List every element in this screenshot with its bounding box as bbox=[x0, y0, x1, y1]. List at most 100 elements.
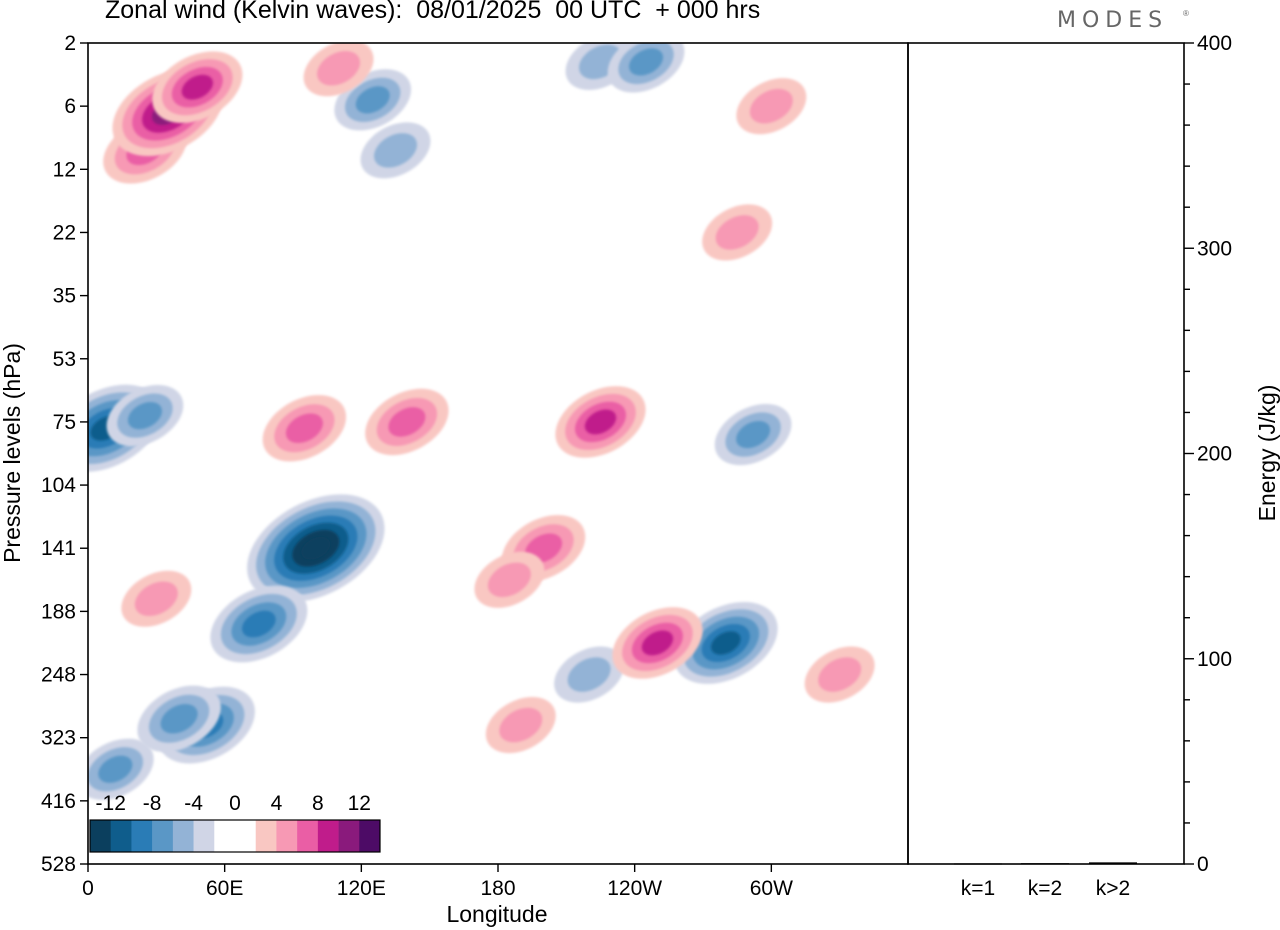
contour-band bbox=[584, 409, 617, 435]
energy-bar bbox=[1089, 862, 1137, 864]
colorbar-swatch bbox=[297, 820, 319, 852]
colorbar-swatch bbox=[317, 820, 339, 852]
contour-band bbox=[715, 215, 759, 250]
y-tick-label: 188 bbox=[41, 600, 76, 623]
colorbar-swatch bbox=[359, 820, 381, 852]
energy-axis: 0 100 200 300 400 bbox=[1184, 32, 1232, 876]
energy-category-label: k=1 bbox=[961, 877, 995, 900]
contour-band bbox=[567, 657, 611, 692]
contour-band bbox=[98, 755, 133, 783]
contour-band bbox=[355, 86, 390, 114]
contour-cell bbox=[152, 51, 243, 124]
x-tick-label: 120E bbox=[337, 877, 386, 900]
y-tick-label: 12 bbox=[53, 158, 76, 181]
x-axis-label: Longitude bbox=[446, 901, 547, 927]
energy-category-label: k>2 bbox=[1096, 877, 1130, 900]
colorbar-frame bbox=[89, 819, 381, 853]
colorbar-swatch bbox=[214, 820, 236, 852]
contour-band bbox=[749, 88, 793, 124]
pressure-axis: 2 6 12 22 35 53 75 104 141 188 248 323 416 528 bbox=[41, 32, 88, 876]
energy-bar bbox=[1021, 863, 1069, 865]
colorbar-label: -12 bbox=[96, 792, 126, 815]
contour-band bbox=[710, 631, 741, 655]
contour-band bbox=[629, 48, 664, 76]
colorbar-swatch bbox=[152, 820, 174, 852]
longitude-axis: 0 60E 120E 180 120W 60W bbox=[82, 864, 793, 900]
contour-band bbox=[241, 610, 276, 638]
colorbar-swatch bbox=[193, 820, 215, 852]
contour-band bbox=[181, 74, 214, 100]
contour-cell bbox=[303, 43, 374, 97]
energy-frame bbox=[907, 42, 1185, 865]
contour-cell bbox=[474, 551, 545, 608]
energy-bars: k=1 k=2 k>2 bbox=[954, 862, 1137, 900]
contour-cell bbox=[262, 395, 347, 462]
contour-band bbox=[487, 562, 531, 598]
y-tick-label: 323 bbox=[41, 727, 76, 750]
contour-cell bbox=[121, 570, 192, 627]
colorbar-swatch bbox=[338, 820, 360, 852]
contour-cell bbox=[365, 388, 449, 456]
y-tick-label: 104 bbox=[41, 474, 76, 497]
registered-mark: ® bbox=[1183, 9, 1189, 18]
energy-bar bbox=[954, 863, 1002, 865]
energy-tick-label: 100 bbox=[1197, 648, 1232, 671]
colorbar-swatch bbox=[172, 820, 194, 852]
x-tick-label: 0 bbox=[82, 877, 94, 900]
contour-band bbox=[373, 133, 418, 168]
y-tick-label: 75 bbox=[53, 411, 76, 434]
colorbar-swatch bbox=[255, 820, 277, 852]
heatmap-contours bbox=[88, 43, 875, 800]
contour-band bbox=[818, 657, 862, 692]
y-tick-label: 35 bbox=[53, 285, 76, 308]
contour-band bbox=[499, 707, 543, 743]
contour-band bbox=[641, 630, 674, 656]
energy-tick-label: 300 bbox=[1197, 237, 1232, 260]
contour-cell bbox=[247, 494, 385, 603]
colorbar-swatch bbox=[90, 820, 112, 852]
energy-tick-label: 400 bbox=[1197, 32, 1232, 55]
contour-cell bbox=[736, 78, 807, 135]
contour-cell bbox=[612, 607, 703, 679]
x-tick-label: 120W bbox=[607, 877, 662, 900]
contour-band bbox=[317, 50, 361, 86]
contour-cell bbox=[607, 43, 685, 93]
contour-band bbox=[301, 536, 331, 560]
y-tick-label: 2 bbox=[64, 32, 76, 55]
contour-cell bbox=[88, 738, 154, 800]
colorbar-swatch bbox=[276, 820, 298, 852]
contour-band bbox=[134, 581, 178, 617]
colorbar: -12 -8 -4 0 4 8 12 bbox=[89, 792, 381, 853]
y-tick-label: 6 bbox=[64, 95, 76, 118]
contour-band bbox=[160, 703, 198, 734]
x-tick-label: 60E bbox=[206, 877, 243, 900]
y-tick-label: 53 bbox=[53, 348, 76, 371]
energy-tick-label: 200 bbox=[1197, 443, 1232, 466]
colorbar-label: 0 bbox=[229, 792, 241, 815]
y-tick-label: 22 bbox=[53, 221, 76, 244]
contour-cell bbox=[485, 697, 556, 754]
colorbar-label: -8 bbox=[143, 792, 162, 815]
contour-cell bbox=[702, 204, 773, 261]
contour-cell bbox=[360, 122, 431, 179]
y-tick-label: 416 bbox=[41, 790, 76, 813]
contour-cell bbox=[106, 384, 184, 447]
contour-band bbox=[388, 407, 426, 437]
colorbar-swatch bbox=[131, 820, 153, 852]
colorbar-label: 4 bbox=[271, 792, 283, 815]
contour-cell bbox=[804, 646, 875, 703]
colorbar-label: -4 bbox=[184, 792, 203, 815]
x-tick-label: 60W bbox=[750, 877, 793, 900]
contour-cell bbox=[714, 403, 792, 466]
contour-cell bbox=[210, 585, 308, 663]
modes-logo: MODES bbox=[1057, 8, 1169, 33]
energy-axis-label: Energy (J/kg) bbox=[1254, 385, 1280, 522]
energy-category-label: k=2 bbox=[1028, 877, 1062, 900]
contour-cell bbox=[673, 601, 778, 684]
chart-title: Zonal wind (Kelvin waves): 08/01/2025 00… bbox=[105, 0, 761, 24]
y-axis-label: Pressure levels (hPa) bbox=[0, 343, 25, 563]
y-tick-label: 248 bbox=[41, 664, 76, 687]
colorbar-swatch bbox=[235, 820, 257, 852]
colorbar-swatch bbox=[110, 820, 132, 852]
